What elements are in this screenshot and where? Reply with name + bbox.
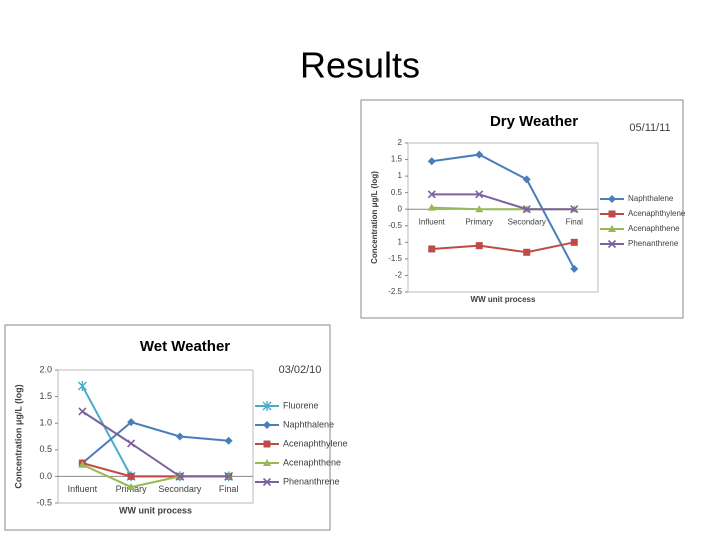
marker (78, 407, 87, 416)
y-tick-label: 1.5 (391, 155, 403, 164)
legend-label: Acenaphthylene (628, 209, 686, 218)
marker (608, 225, 616, 232)
marker (175, 432, 184, 441)
y-tick-label: -0.5 (36, 497, 52, 507)
marker (427, 157, 436, 166)
y-tick-label: 1 (398, 237, 403, 246)
marker (224, 472, 233, 481)
x-axis-title: WW unit process (119, 505, 192, 515)
marker (224, 436, 233, 445)
marker (522, 175, 531, 184)
chart-frame (4, 324, 331, 531)
y-tick-label: 0.0 (39, 471, 52, 481)
x-tick-label: Secondary (158, 484, 202, 494)
y-axis-title: Concentration μg/L (log) (13, 384, 23, 488)
marker (175, 472, 184, 481)
legend-label: Acenaphthene (283, 457, 341, 467)
y-tick-label: 2.0 (39, 364, 52, 374)
series-line (431, 153, 576, 270)
marker (607, 239, 617, 249)
legend-label: Fluorene (283, 400, 319, 410)
x-tick-label: Influent (419, 217, 446, 226)
y-tick-label: -2.5 (388, 287, 402, 296)
y-tick-label: -1.5 (388, 254, 402, 263)
slide-title: Results (300, 45, 420, 86)
marker (127, 418, 136, 427)
marker (78, 460, 87, 468)
y-axis-title: Concentration μg/L (log) (370, 171, 379, 264)
y-tick-label: 1.0 (39, 418, 52, 428)
x-tick-label: Final (219, 484, 239, 494)
y-tick-label: -0.5 (388, 221, 402, 230)
marker (475, 242, 483, 250)
marker (608, 195, 616, 203)
annotation: 05/11/11 (629, 122, 670, 134)
marker (427, 203, 436, 211)
marker (523, 248, 531, 256)
marker (428, 245, 436, 253)
marker (522, 205, 531, 214)
y-tick-label: -2 (395, 271, 403, 280)
plot-area (407, 142, 599, 293)
legend-label: Acenaphthene (628, 224, 680, 233)
marker (262, 477, 272, 487)
x-axis-title: WW unit process (471, 295, 536, 304)
y-tick-label: 1.5 (39, 391, 52, 401)
series-line (81, 421, 229, 464)
marker (427, 190, 436, 199)
marker (475, 205, 484, 213)
marker (262, 401, 272, 411)
chart-title: Wet Weather (140, 338, 230, 355)
marker (475, 190, 484, 199)
legend-label: Acenaphthylene (283, 438, 348, 448)
marker (77, 380, 87, 391)
marker (570, 238, 578, 246)
y-tick-label: 0.5 (391, 188, 403, 197)
y-tick-label: 2 (398, 138, 403, 147)
marker (263, 459, 271, 466)
x-tick-label: Secondary (508, 217, 546, 226)
legend-label: Phenanthrene (283, 476, 340, 486)
x-tick-label: Final (566, 217, 584, 226)
annotation: 03/02/10 (279, 364, 322, 376)
marker (608, 210, 616, 218)
marker (127, 472, 135, 480)
legend-label: Naphthalene (283, 419, 334, 429)
x-tick-label: Primary (465, 217, 493, 226)
legend-label: Naphthalene (628, 194, 674, 203)
marker (127, 439, 136, 448)
marker (127, 483, 136, 491)
marker (570, 264, 579, 273)
marker (475, 150, 484, 159)
y-tick-label: 0.5 (39, 444, 52, 454)
series-line (431, 193, 575, 211)
legend-label: Phenanthrene (628, 239, 679, 248)
marker (263, 440, 271, 448)
x-tick-label: Influent (68, 484, 98, 494)
series-line (81, 410, 229, 478)
marker (570, 205, 579, 214)
series-line (431, 241, 575, 254)
chart-title: Dry Weather (490, 113, 578, 130)
plot-area (57, 369, 254, 504)
y-tick-label: 1 (398, 171, 403, 180)
marker (263, 421, 271, 429)
y-tick-label: 0 (398, 204, 403, 213)
